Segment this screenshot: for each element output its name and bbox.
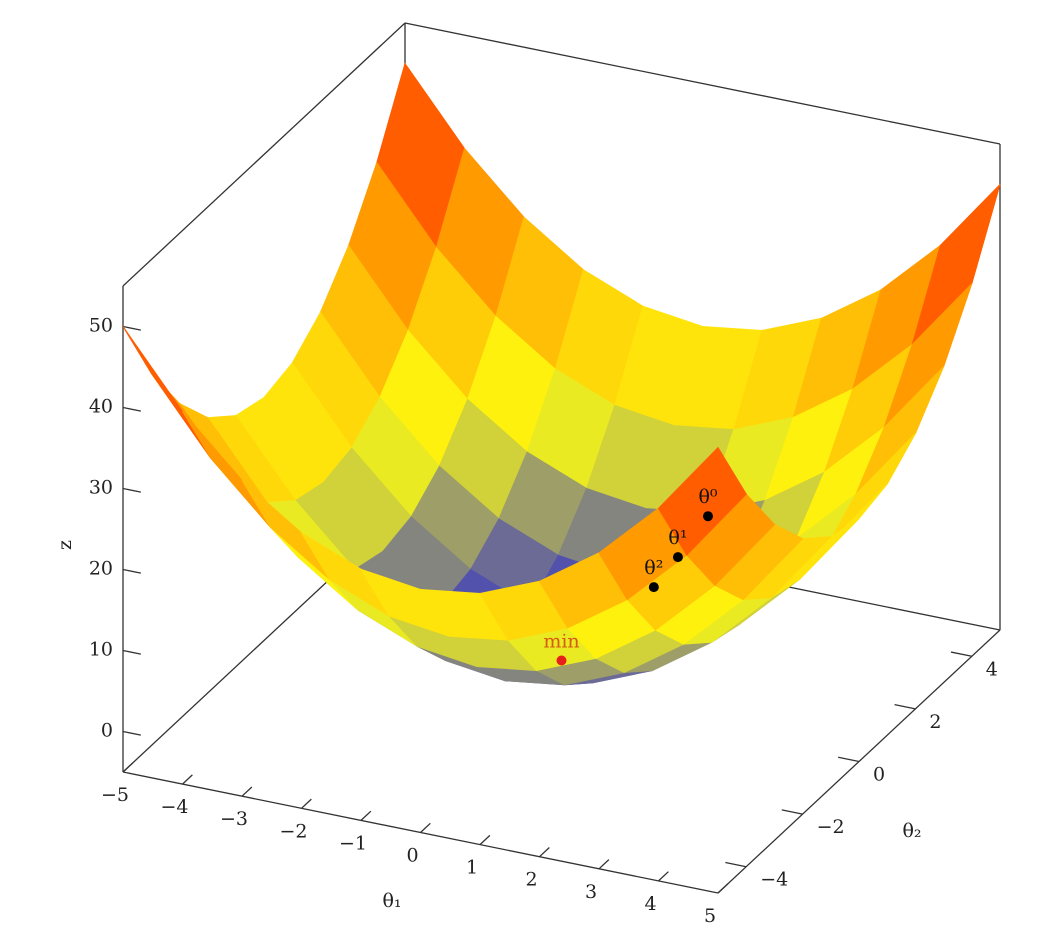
y-tick-label: 2 [929,711,941,733]
z-tick [122,406,141,412]
z-tick [122,649,141,655]
x-tick [182,774,193,785]
box-edge [122,22,406,287]
x-tick-label: 0 [406,845,418,867]
y-tick-label: −2 [817,816,845,838]
x-tick-label: −3 [220,808,248,830]
box-edge [404,22,1001,145]
y-tick-label: −4 [760,869,788,891]
point [672,552,683,563]
z-tick-label: 40 [89,396,113,418]
x-tick-label: 5 [704,905,716,927]
y-tick [725,861,747,868]
z-tick-label: 20 [89,558,113,580]
x-tick [717,883,729,894]
y-tick-label: 0 [873,764,885,786]
point [556,655,567,666]
x-tick [598,859,610,870]
x-tick [420,822,431,833]
point-label: θ¹ [668,527,687,549]
z-tick [122,487,141,493]
x-tick [539,847,550,858]
y-tick [838,756,860,763]
x-tick [658,871,669,882]
y-axis-label: θ₂ [902,820,921,842]
point [702,511,713,522]
x-tick-label: 1 [466,857,478,879]
surface-cell [122,326,212,459]
y-tick [950,651,972,657]
z-tick-label: 30 [89,477,113,499]
z-tick [122,325,141,331]
surface [122,62,1001,686]
x-tick-label: −2 [279,820,307,842]
point-label: min [543,631,579,653]
surface-cell [657,446,747,556]
z-tick-label: 10 [89,639,113,661]
z-tick-label: 0 [101,720,113,742]
x-tick-label: −4 [160,796,188,818]
y-tick [894,704,916,710]
front-frame: −5−4−3−2−1012345−4−202401020304050θ⁰θ¹θ²… [89,315,1001,927]
x-tick [301,798,312,809]
point-label: θ² [644,557,663,579]
y-tick [781,809,803,815]
z-tick-label: 50 [89,315,113,337]
x-tick-label: 3 [585,881,597,903]
x-tick-label: 2 [525,869,537,891]
z-tick [122,568,141,574]
x-tick [360,810,372,821]
x-tick [479,834,491,846]
z-axis-label: z [54,540,76,550]
point-label: θ⁰ [698,486,717,508]
x-tick [241,786,253,797]
y-tick-label: 4 [986,658,998,680]
x-tick [122,762,134,773]
z-tick [122,730,141,736]
x-tick-label: −5 [101,784,129,806]
x-tick-label: 4 [644,893,656,915]
point [648,582,659,593]
x-axis-label: θ₁ [382,890,401,912]
x-tick-label: −1 [339,832,367,854]
